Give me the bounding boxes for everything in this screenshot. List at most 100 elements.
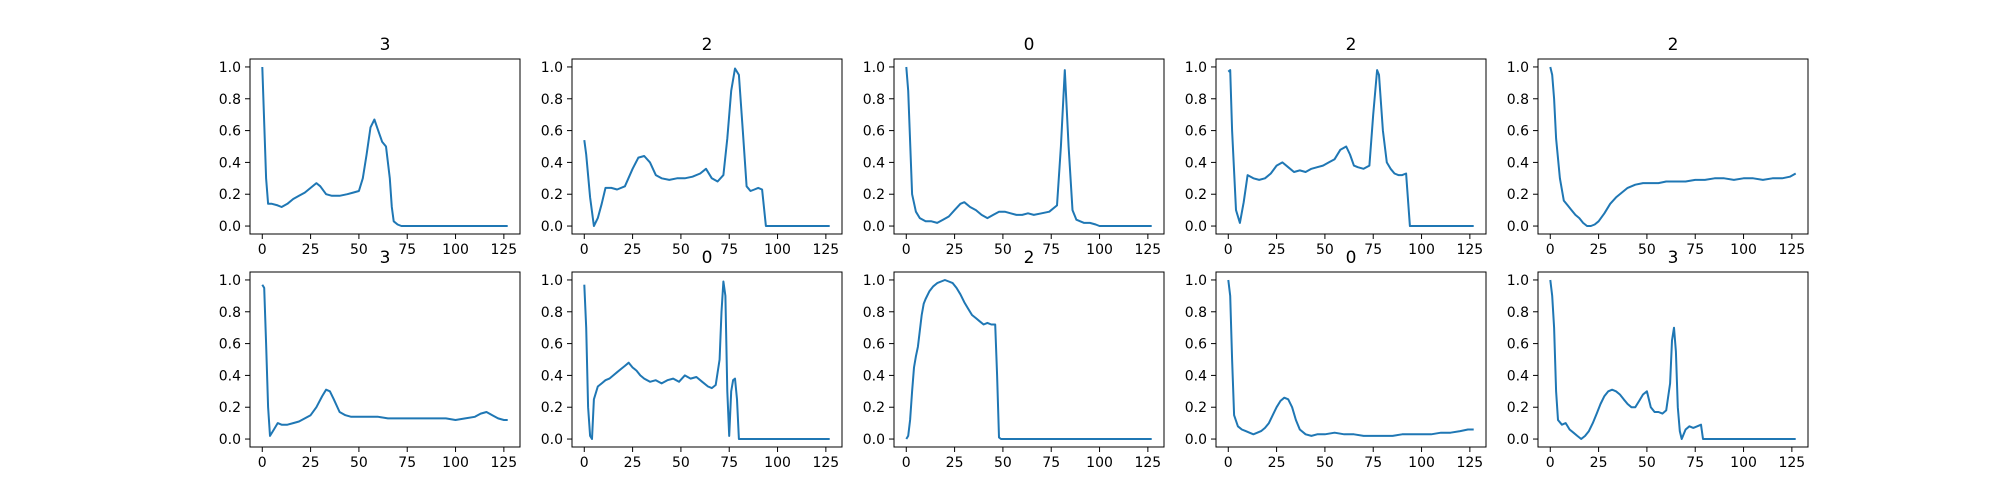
x-tick-label: 25 [946, 455, 964, 471]
y-tick-label: 0.2 [863, 187, 885, 203]
y-tick-label: 1.0 [219, 60, 241, 76]
y-tick-label: 0.0 [219, 432, 241, 448]
subplot-title: 0 [1024, 35, 1035, 55]
subplot-title: 3 [380, 248, 391, 268]
y-tick-label: 0.4 [219, 368, 241, 384]
x-tick-label: 75 [720, 242, 738, 258]
subplot-6: 3 0 25 50 75 100 125 0.0 0.2 0.4 0.6 0.8 1.0 [219, 248, 521, 471]
y-tick-label: 0.2 [1185, 187, 1207, 203]
subplot-5: 2 0 25 50 75 100 125 0.0 0.2 0.4 0.6 0.8 1.0 [1507, 35, 1809, 258]
series-line [583, 280, 830, 440]
y-tick-label: 0.4 [1507, 155, 1529, 171]
x-tick-label: 50 [672, 242, 690, 258]
x-tick-label: 25 [946, 242, 964, 258]
subplot-grid: 3 0 25 50 75 100 125 0.0 0.2 0.4 0.6 0.8 1.0 2 0 25 50 75… [219, 35, 1809, 471]
y-tick-label: 0.2 [219, 187, 241, 203]
x-tick-label: 50 [1638, 455, 1656, 471]
x-tick-label: 100 [442, 242, 469, 258]
series-line [583, 67, 830, 227]
series-line [1227, 69, 1474, 227]
axes-frame [1215, 58, 1487, 235]
y-tick-label: 1.0 [1507, 273, 1529, 289]
x-tick-label: 75 [1042, 455, 1060, 471]
x-tick-label: 0 [1224, 242, 1233, 258]
axes-frame [249, 58, 521, 235]
y-tick-label: 0.6 [219, 124, 241, 140]
y-tick-label: 0.8 [219, 305, 241, 321]
x-tick-label: 125 [490, 242, 517, 258]
axes-frame [249, 271, 521, 448]
y-tick-label: 0.6 [863, 337, 885, 353]
y-tick-label: 0.4 [541, 155, 563, 171]
subplot-3: 0 0 25 50 75 100 125 0.0 0.2 0.4 0.6 0.8 1.0 [863, 35, 1165, 258]
subplot-title: 3 [1668, 248, 1679, 268]
y-tick-label: 0.8 [863, 305, 885, 321]
series-line [905, 279, 1152, 440]
x-tick-label: 50 [350, 455, 368, 471]
subplot-2: 2 0 25 50 75 100 125 0.0 0.2 0.4 0.6 0.8 1.0 [541, 35, 843, 258]
x-tick-label: 0 [580, 455, 589, 471]
subplot-title: 0 [702, 248, 713, 268]
x-tick-label: 25 [1268, 455, 1286, 471]
subplot-title: 2 [1024, 248, 1035, 268]
y-tick-label: 0.6 [1507, 124, 1529, 140]
subplot-title: 2 [1668, 35, 1679, 55]
y-tick-label: 0.0 [1185, 219, 1207, 235]
y-tick-label: 0.4 [1185, 155, 1207, 171]
series-line [1549, 66, 1797, 227]
y-tick-label: 0.6 [1185, 337, 1207, 353]
x-tick-label: 0 [1546, 455, 1555, 471]
axes-frame [571, 271, 843, 448]
subplot-9: 0 0 25 50 75 100 125 0.0 0.2 0.4 0.6 0.8 1.0 [1185, 248, 1487, 471]
y-tick-label: 0.8 [863, 92, 885, 108]
x-tick-label: 125 [1456, 242, 1483, 258]
subplot-title: 2 [1346, 35, 1357, 55]
x-tick-label: 50 [1638, 242, 1656, 258]
x-tick-label: 0 [1546, 242, 1555, 258]
y-tick-label: 0.0 [1507, 432, 1529, 448]
y-tick-label: 0.6 [541, 337, 563, 353]
x-tick-label: 0 [1224, 455, 1233, 471]
y-tick-label: 0.4 [1507, 368, 1529, 384]
y-tick-label: 0.4 [863, 155, 885, 171]
x-tick-label: 100 [764, 242, 791, 258]
y-tick-label: 0.8 [219, 92, 241, 108]
subplot-4: 2 0 25 50 75 100 125 0.0 0.2 0.4 0.6 0.8 1.0 [1185, 35, 1487, 258]
subplot-title: 2 [702, 35, 713, 55]
y-tick-label: 0.8 [1507, 305, 1529, 321]
x-tick-label: 0 [258, 242, 267, 258]
y-tick-label: 1.0 [863, 60, 885, 76]
y-tick-label: 1.0 [863, 273, 885, 289]
y-tick-label: 0.0 [219, 219, 241, 235]
y-tick-label: 0.6 [541, 124, 563, 140]
x-tick-label: 25 [302, 455, 320, 471]
y-tick-label: 0.6 [219, 337, 241, 353]
x-tick-label: 100 [1408, 455, 1435, 471]
x-tick-label: 75 [1686, 455, 1704, 471]
series-line [261, 66, 508, 227]
y-tick-label: 0.8 [541, 305, 563, 321]
y-tick-label: 0.2 [1507, 187, 1529, 203]
x-tick-label: 25 [302, 242, 320, 258]
x-tick-label: 25 [624, 242, 642, 258]
series-line [1549, 279, 1796, 440]
y-tick-label: 0.6 [863, 124, 885, 140]
x-tick-label: 25 [1590, 242, 1608, 258]
x-tick-label: 125 [1456, 455, 1483, 471]
x-tick-label: 50 [1316, 455, 1334, 471]
x-tick-label: 125 [812, 455, 839, 471]
x-tick-label: 0 [580, 242, 589, 258]
y-tick-label: 0.2 [219, 400, 241, 416]
x-tick-label: 100 [1086, 455, 1113, 471]
x-tick-label: 100 [1730, 242, 1757, 258]
y-tick-label: 0.4 [219, 155, 241, 171]
y-tick-label: 0.2 [863, 400, 885, 416]
x-tick-label: 25 [624, 455, 642, 471]
x-tick-label: 75 [1042, 242, 1060, 258]
x-tick-label: 100 [442, 455, 469, 471]
y-tick-label: 0.4 [863, 368, 885, 384]
axes-frame [893, 58, 1165, 235]
x-tick-label: 125 [1778, 455, 1805, 471]
x-tick-label: 0 [902, 455, 911, 471]
